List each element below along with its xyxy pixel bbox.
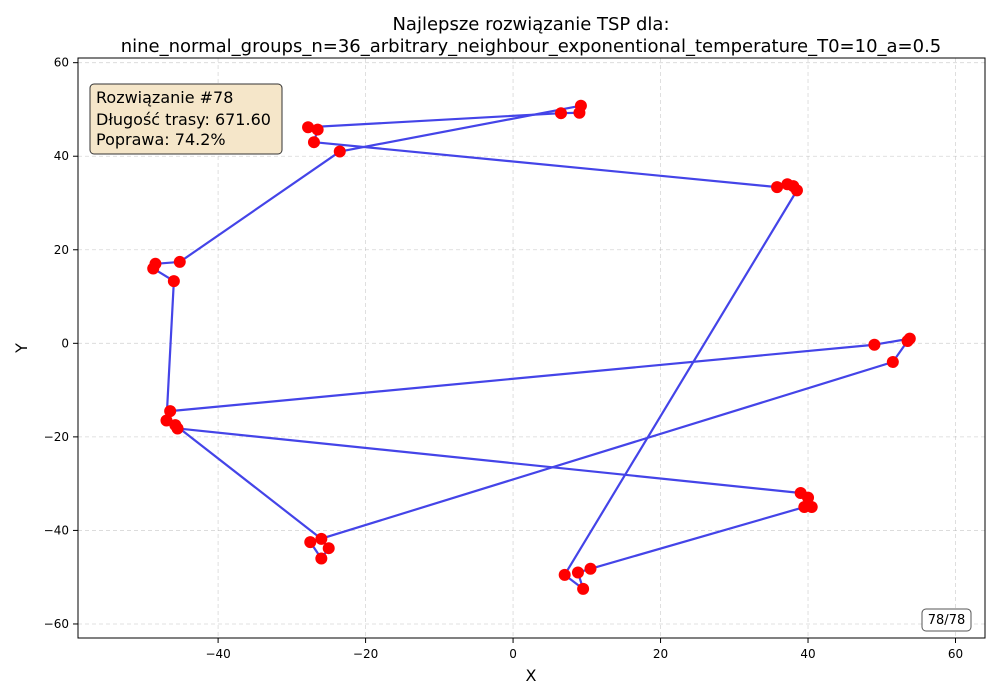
city-point (307, 136, 320, 149)
city-point (149, 257, 162, 270)
route-segment (169, 343, 876, 413)
city-point (322, 542, 335, 555)
city-point (333, 145, 346, 158)
city-point (554, 107, 567, 120)
city-point (886, 356, 899, 369)
city-point (558, 568, 571, 581)
info-box-background (89, 83, 283, 155)
info-improvement: Poprawa: 74.2% (96, 130, 226, 149)
x-tick-label: 0 (509, 647, 517, 661)
x-axis-ticks: −40 −20 0 20 40 60 (205, 638, 963, 661)
frame-counter-text: 78/78 (928, 613, 965, 628)
y-axis-ticks: −60 −40 −20 0 20 40 60 (44, 56, 78, 631)
x-tick-label: 60 (948, 647, 963, 661)
route-segment (312, 141, 779, 189)
frame-counter-box: 78/78 (921, 608, 972, 632)
chart-title-line1: Najlepsze rozwiązanie TSP dla: (392, 14, 669, 35)
route-segment (165, 280, 175, 422)
city-point (584, 562, 597, 575)
city-point (868, 338, 881, 351)
y-tick-label: 40 (54, 149, 69, 163)
frame-counter-background (921, 608, 972, 632)
y-tick-label: 20 (54, 243, 69, 257)
x-tick-label: 20 (653, 647, 668, 661)
city-point (315, 532, 328, 545)
city-point (311, 123, 324, 136)
city-point (794, 487, 807, 499)
city-point (164, 405, 177, 418)
y-tick-label: −20 (44, 430, 69, 444)
y-tick-label: −60 (44, 617, 69, 631)
y-tick-label: 0 (61, 336, 69, 350)
city-point (169, 419, 182, 432)
x-tick-label: −20 (353, 647, 378, 661)
city-point (571, 566, 584, 579)
route-segment (306, 112, 563, 129)
city-point (903, 332, 916, 345)
route-lines (152, 104, 911, 590)
city-points (147, 99, 916, 595)
y-tick-label: 60 (54, 56, 69, 70)
route-segment (309, 360, 894, 544)
city-point (573, 106, 586, 119)
route-segment (563, 189, 799, 576)
route-segment (589, 505, 806, 570)
city-point (805, 501, 818, 514)
x-tick-label: −40 (205, 647, 230, 661)
chart-title-line2: nine_normal_groups_n=36_arbitrary_neighb… (121, 36, 942, 57)
x-tick-label: 40 (800, 647, 815, 661)
city-point (790, 184, 803, 197)
city-point (304, 536, 317, 549)
city-point (302, 121, 315, 134)
route-segment (338, 104, 583, 153)
x-axis-label: X (526, 666, 537, 685)
route-segment (176, 427, 802, 495)
city-point (173, 255, 186, 268)
city-point (771, 181, 784, 194)
city-point (315, 552, 328, 565)
city-point (160, 414, 173, 427)
grid-lines (78, 58, 985, 638)
info-solution-number: Rozwiązanie #78 (96, 88, 233, 107)
y-axis-label: Y (12, 343, 31, 354)
route-segment (178, 150, 341, 264)
plot-frame (77, 57, 986, 639)
info-route-length: Długość trasy: 671.60 (96, 110, 271, 129)
info-box: Rozwiązanie #78 Długość trasy: 671.60 Po… (89, 83, 283, 155)
city-point (577, 582, 590, 595)
y-tick-label: −40 (44, 523, 69, 537)
route-segment (174, 424, 323, 540)
city-point (167, 275, 180, 288)
